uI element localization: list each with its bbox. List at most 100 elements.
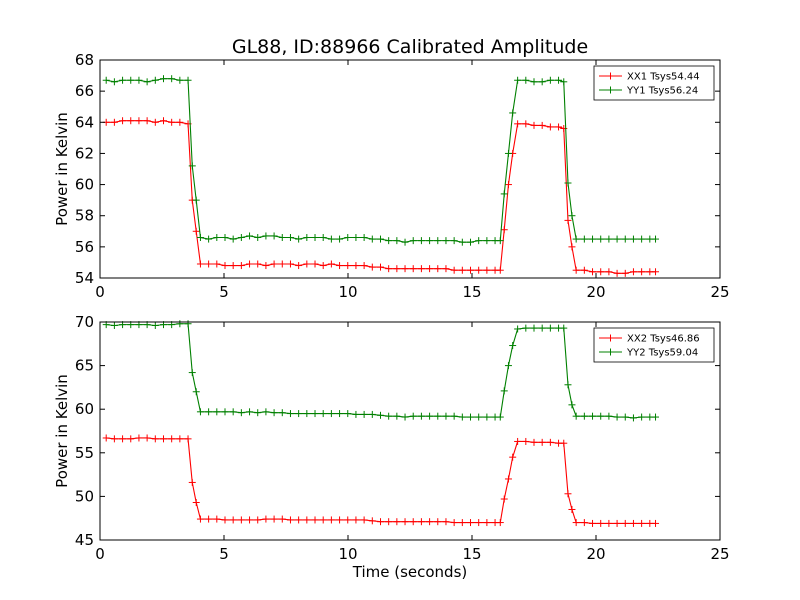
data-point: [580, 519, 588, 527]
legend-label: XX2 Tsys46.86: [627, 334, 700, 345]
data-point: [221, 516, 229, 524]
data-point: [327, 260, 335, 268]
y-tick-label: 50: [75, 487, 94, 505]
legend: XX2 Tsys46.86 YY2 Tsys59.04: [593, 327, 715, 363]
data-point: [360, 234, 368, 242]
data-point: [229, 516, 237, 524]
series-line: [106, 120, 656, 274]
data-point: [196, 234, 204, 242]
x-tick-label: 15: [462, 283, 481, 301]
data-point: [352, 234, 360, 242]
data-point: [509, 453, 517, 461]
data-point: [368, 410, 376, 418]
plot-frame: [99, 321, 721, 541]
plot-frame: [99, 59, 721, 279]
data-point: [270, 515, 278, 523]
data-point: [475, 519, 483, 527]
data-point: [295, 262, 303, 270]
data-point: [368, 235, 376, 243]
data-point: [530, 438, 538, 446]
data-point: [188, 478, 196, 486]
data-point: [303, 410, 311, 418]
y-tick-label: 56: [75, 238, 94, 256]
data-point: [530, 121, 538, 129]
data-point: [176, 435, 184, 443]
data-point: [442, 265, 450, 273]
data-point: [254, 409, 262, 417]
data-point: [417, 237, 425, 245]
data-point: [176, 118, 184, 126]
series-xx2: [102, 434, 660, 527]
data-point: [621, 235, 629, 243]
data-point: [555, 76, 563, 84]
data-point: [589, 412, 597, 420]
data-point: [504, 362, 512, 370]
data-point: [605, 235, 613, 243]
data-point: [135, 434, 143, 442]
y-tick-label: 62: [75, 144, 94, 162]
data-point: [254, 516, 262, 524]
data-point: [401, 238, 409, 246]
series-yy1: [102, 75, 660, 246]
y-tick-label: 64: [75, 113, 94, 131]
data-point: [319, 410, 327, 418]
data-point: [500, 387, 508, 395]
data-point: [278, 409, 286, 417]
data-point: [151, 321, 159, 329]
data-point: [135, 117, 143, 125]
data-point: [401, 265, 409, 273]
data-point: [159, 75, 167, 83]
data-point: [143, 117, 151, 125]
x-axis-label: Time (seconds): [352, 563, 468, 581]
data-point: [168, 435, 176, 443]
data-point: [467, 266, 475, 274]
data-point: [368, 263, 376, 271]
data-point: [514, 325, 522, 333]
data-point: [196, 408, 204, 416]
data-point: [286, 260, 294, 268]
data-point: [159, 117, 167, 125]
data-point: [360, 410, 368, 418]
data-point: [127, 76, 135, 84]
data-point: [213, 408, 221, 416]
y-axis-label: Power in Kelvin: [53, 374, 71, 488]
x-tick-label: 25: [710, 283, 729, 301]
data-point: [286, 234, 294, 242]
chart-panel-1: 0 5 10 15 20 25 54 56 58 60 62 64 66 68 Power in Kelvi…: [53, 36, 730, 301]
data-point: [434, 518, 442, 526]
data-point: [638, 413, 646, 421]
data-point: [483, 266, 491, 274]
data-point: [205, 515, 213, 523]
data-point: [538, 78, 546, 86]
data-point: [344, 410, 352, 418]
data-point: [344, 262, 352, 270]
data-point: [483, 519, 491, 527]
data-point: [589, 235, 597, 243]
data-point: [311, 260, 319, 268]
legend-label: YY1 Tsys56.24: [626, 86, 698, 97]
data-point: [127, 117, 135, 125]
data-point: [270, 260, 278, 268]
data-point: [450, 237, 458, 245]
data-point: [119, 76, 127, 84]
series-xx1: [102, 117, 660, 277]
data-point: [652, 268, 660, 276]
data-point: [168, 75, 176, 83]
data-point: [522, 120, 530, 128]
chart-title: GL88, ID:88966 Calibrated Amplitude: [232, 36, 588, 58]
data-point: [417, 265, 425, 273]
data-point: [278, 234, 286, 242]
data-point: [401, 413, 409, 421]
data-point: [434, 237, 442, 245]
data-point: [555, 123, 563, 131]
data-point: [434, 265, 442, 273]
data-point: [319, 234, 327, 242]
data-point: [560, 78, 568, 86]
data-point: [496, 237, 504, 245]
data-point: [467, 519, 475, 527]
data-point: [426, 518, 434, 526]
data-point: [119, 435, 127, 443]
data-point: [213, 260, 221, 268]
data-point: [417, 518, 425, 526]
data-point: [500, 190, 508, 198]
